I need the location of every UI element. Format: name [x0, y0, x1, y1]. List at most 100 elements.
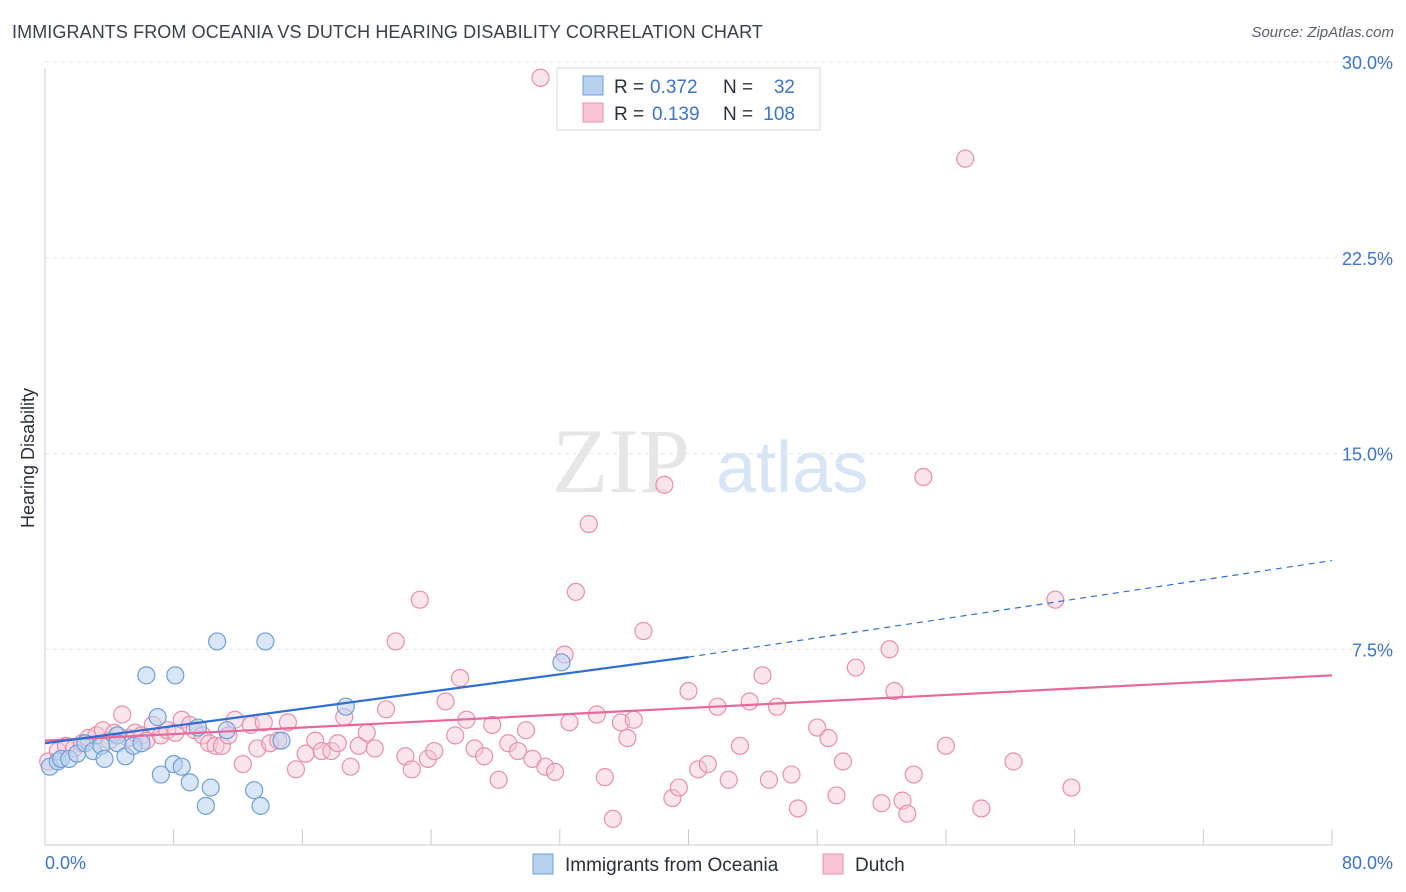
dutch-point: [846, 658, 865, 677]
dutch-point: [516, 721, 536, 740]
dutch-point: [1046, 590, 1065, 609]
legend-n-label-2: N =: [723, 104, 753, 125]
dutch-point: [634, 621, 653, 641]
series-legend: Immigrants from Oceania Dutch: [532, 853, 905, 876]
dutch-point: [402, 760, 421, 779]
oceania-point: [95, 749, 114, 768]
dutch-point: [885, 681, 904, 701]
oceania-point: [256, 632, 275, 651]
bottom-legend-label-oceania: Immigrants from Oceania: [565, 855, 779, 876]
dutch-point: [753, 666, 772, 685]
dutch-point: [782, 765, 801, 784]
gridlines: [45, 61, 1392, 650]
dutch-point: [759, 770, 779, 789]
dutch-point: [689, 760, 708, 779]
y-tick-labels: 7.5% 15.0% 22.5% 30.0%: [1342, 53, 1393, 660]
dutch-point: [425, 741, 444, 761]
dutch-point: [603, 809, 622, 829]
dutch-point: [278, 713, 298, 732]
dutch-point: [312, 741, 331, 761]
dutch-point: [545, 762, 565, 782]
dutch-point: [376, 700, 396, 719]
oceania-point: [552, 653, 571, 672]
y-axis-label: Hearing Disability: [18, 388, 38, 528]
dutch-point: [1062, 778, 1081, 797]
y-tick-label: 15.0%: [1342, 445, 1393, 465]
y-tick-label: 22.5%: [1342, 249, 1393, 269]
oceania-point: [251, 796, 270, 815]
dutch-point: [365, 739, 384, 758]
dutch-point: [827, 786, 846, 805]
bottom-legend-swatch-dutch: [822, 853, 844, 875]
dutch-point: [531, 68, 550, 87]
dutch-point: [233, 754, 252, 774]
dutch-point: [624, 710, 643, 729]
legend-swatch-dutch: [582, 102, 604, 123]
dutch-point: [1004, 752, 1023, 771]
oceania-point: [196, 796, 215, 815]
dutch-point: [587, 705, 606, 724]
dutch-point: [719, 770, 738, 789]
y-tick-label: 7.5%: [1352, 640, 1393, 660]
legend-r-label-2: R =: [614, 104, 644, 125]
oceania-point: [166, 666, 185, 685]
dutch-point: [536, 757, 555, 776]
dutch-point: [679, 681, 698, 701]
dutch-point: [341, 757, 360, 776]
oceania-point: [336, 697, 355, 716]
oceania-point: [208, 632, 227, 651]
oceania-trend-extension: [688, 559, 1333, 658]
dutch-point: [833, 752, 853, 771]
dutch-trend-line: [44, 674, 1333, 742]
dutch-point: [357, 723, 376, 742]
oceania-point: [272, 731, 291, 750]
dutch-point: [489, 770, 508, 789]
dutch-point: [446, 726, 465, 745]
dutch-point: [328, 734, 347, 753]
bottom-legend-swatch-oceania: [532, 853, 554, 875]
dutch-point: [618, 728, 637, 748]
dutch-point: [386, 632, 405, 651]
correlation-legend: R = 0.372 N = 32 R = 0.139 N = 108: [556, 67, 821, 131]
dutch-point: [819, 728, 838, 748]
oceania-point: [151, 765, 170, 784]
legend-swatch-oceania: [582, 75, 604, 96]
x-tick-label-max: 80.0%: [1342, 853, 1393, 873]
dutch-point: [898, 804, 917, 823]
dutch-point: [286, 760, 306, 779]
chart-title: IMMIGRANTS FROM OCEANIA VS DUTCH HEARING…: [12, 22, 763, 42]
legend-n-label-1: N =: [723, 77, 753, 98]
dutch-point: [113, 705, 132, 724]
x-tick-label-min: 0.0%: [45, 853, 86, 873]
dutch-point: [956, 149, 975, 168]
legend-r-value-1: 0.372: [650, 77, 698, 98]
dutch-point: [972, 799, 991, 818]
dutch-point: [410, 590, 429, 609]
dutch-point: [880, 640, 899, 659]
oceania-point: [148, 708, 167, 727]
legend-r-label-1: R =: [614, 77, 644, 98]
dutch-point: [436, 692, 455, 711]
dutch-point: [767, 697, 787, 716]
dutch-point: [508, 741, 528, 761]
oceania-trend-line: [44, 656, 689, 745]
oceania-point: [137, 666, 156, 685]
dutch-point: [655, 475, 674, 494]
oceania-point: [172, 757, 191, 776]
bottom-legend-label-dutch: Dutch: [855, 855, 905, 876]
oceania-point: [201, 778, 220, 797]
dutch-point: [579, 514, 598, 534]
x-tick-marks: [44, 829, 1333, 845]
dutch-point: [904, 765, 923, 784]
dutch-point: [669, 778, 688, 797]
dutch-point: [788, 799, 807, 818]
dutch-point: [206, 736, 225, 755]
watermark-zip: ZIP: [552, 410, 690, 512]
oceania-point: [132, 734, 151, 753]
dutch-point: [808, 718, 827, 737]
dutch-point: [698, 754, 717, 774]
dutch-point: [663, 788, 682, 808]
oceania-points: [40, 632, 571, 815]
dutch-point: [483, 715, 502, 735]
